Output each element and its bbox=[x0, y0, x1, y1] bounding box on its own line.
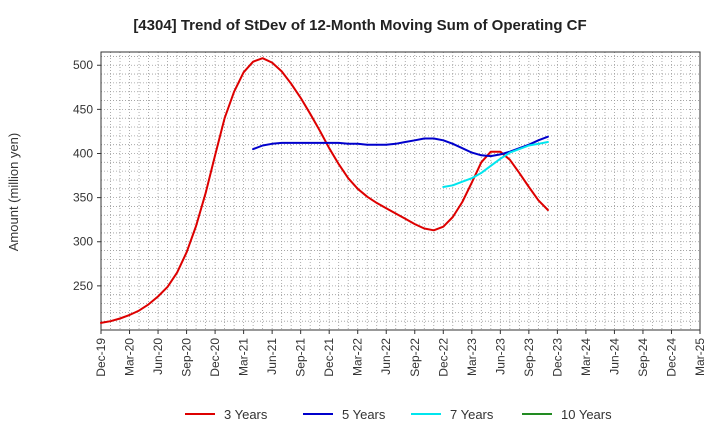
plot-frame bbox=[100, 51, 701, 331]
x-tick-label: Jun-23 bbox=[493, 338, 507, 375]
series-line-7-years bbox=[442, 141, 549, 188]
x-tick-label: Jun-20 bbox=[151, 338, 165, 375]
series-line-3-years bbox=[100, 57, 549, 324]
x-tick-label: Mar-20 bbox=[123, 338, 137, 376]
plot-area: 250 300 350 400 450 500 Dec-19 Mar-20 Jun-20 Sep-… bbox=[73, 51, 707, 377]
x-tick-label: Dec-21 bbox=[322, 338, 336, 377]
x-tick-label: Sep-20 bbox=[180, 338, 194, 377]
legend: 3 Years 5 Years 7 Years 10 Years bbox=[185, 407, 612, 422]
chart-title: [4304] Trend of StDev of 12-Month Moving… bbox=[133, 17, 586, 34]
x-tick-label: Sep-23 bbox=[522, 338, 536, 377]
y-tick-label: 300 bbox=[73, 235, 93, 249]
x-tick-label: Mar-22 bbox=[351, 338, 365, 376]
x-tick-label: Jun-24 bbox=[607, 338, 621, 375]
x-tick-label: Mar-24 bbox=[579, 338, 593, 376]
x-tick-label: Dec-20 bbox=[208, 338, 222, 377]
legend-label-7-years: 7 Years bbox=[450, 407, 494, 422]
legend-label-5-years: 5 Years bbox=[342, 407, 386, 422]
x-tick-label: Dec-22 bbox=[436, 338, 450, 377]
x-tick-label: Jun-22 bbox=[379, 338, 393, 375]
x-tick-label: Sep-21 bbox=[294, 338, 308, 377]
legend-label-3-years: 3 Years bbox=[224, 407, 268, 422]
x-tick-label: Dec-23 bbox=[550, 338, 564, 377]
y-tick-label: 450 bbox=[73, 102, 93, 116]
legend-label-10-years: 10 Years bbox=[561, 407, 612, 422]
x-tick-label: Mar-25 bbox=[693, 338, 707, 376]
x-tick-label: Sep-24 bbox=[636, 338, 650, 377]
series-line-5-years bbox=[252, 135, 549, 158]
y-tick-label: 500 bbox=[73, 58, 93, 72]
x-tick-label: Mar-21 bbox=[237, 338, 251, 376]
y-tick-label: 250 bbox=[73, 279, 93, 293]
y-tick-label: 350 bbox=[73, 191, 93, 205]
x-tick-label: Mar-23 bbox=[465, 338, 479, 376]
x-tick-label: Sep-22 bbox=[408, 338, 422, 377]
y-axis-label: Amount (million yen) bbox=[6, 133, 21, 252]
x-tick-label: Dec-24 bbox=[664, 338, 678, 377]
x-tick-label: Dec-19 bbox=[94, 338, 108, 377]
x-tick-label: Jun-21 bbox=[265, 338, 279, 375]
y-tick-label: 400 bbox=[73, 146, 93, 160]
